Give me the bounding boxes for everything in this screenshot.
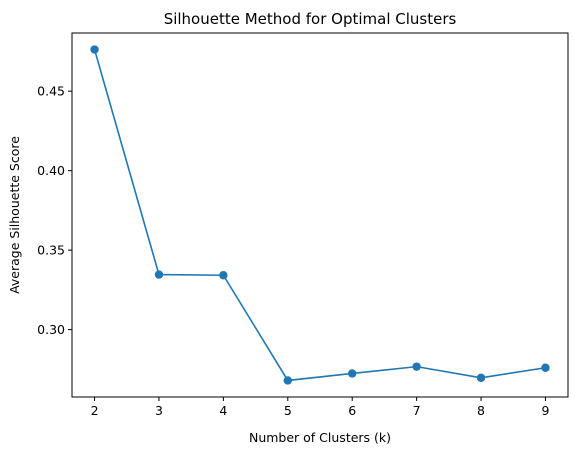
x-tick-label: 8	[477, 403, 485, 418]
y-tick-label: 0.35	[37, 243, 65, 258]
x-axis-label: Number of Clusters (k)	[249, 430, 391, 445]
chart-title: Silhouette Method for Optimal Clusters	[164, 10, 457, 28]
x-tick-label: 3	[155, 403, 163, 418]
y-axis-label: Average Silhouette Score	[7, 136, 22, 294]
series-line	[93, 49, 546, 382]
x-tick-label: 9	[541, 403, 549, 418]
x-tick-label: 7	[413, 403, 421, 418]
data-point	[541, 363, 550, 372]
series-points	[90, 45, 550, 385]
data-point	[90, 45, 99, 54]
plot-area	[71, 32, 569, 398]
data-point	[154, 270, 164, 279]
data-point	[476, 373, 486, 382]
data-point	[283, 376, 292, 385]
data-point	[219, 271, 228, 280]
y-axis: 0.30 0.35 0.40 0.45	[37, 84, 72, 337]
data-point	[348, 369, 357, 378]
x-axis: 2 3 4 5 6 7 8 9	[91, 397, 549, 418]
data-point	[412, 362, 421, 371]
x-tick-label: 2	[91, 403, 99, 418]
y-tick-label: 0.30	[37, 322, 65, 337]
y-tick-label: 0.45	[37, 84, 65, 99]
y-tick-label: 0.40	[37, 163, 65, 178]
x-tick-label: 6	[348, 403, 356, 418]
x-tick-label: 5	[284, 403, 292, 418]
x-tick-label: 4	[219, 403, 227, 418]
